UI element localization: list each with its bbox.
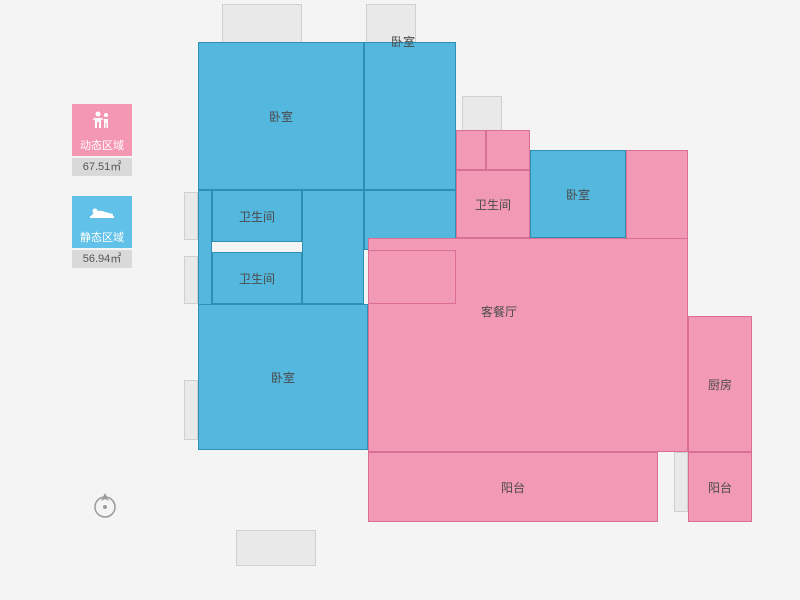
bath-pink-label: 卫生间: [475, 196, 511, 213]
legend-panel: 动态区域 67.51㎡ 静态区域 56.94㎡: [72, 104, 132, 288]
bedroom-top-left: 卧室: [198, 42, 364, 190]
bath-lower: 卫生间: [212, 252, 302, 304]
balcony-small-label: 阳台: [708, 479, 732, 496]
bath-upper-label: 卫生间: [239, 208, 275, 225]
bedroom-bottom-label: 卧室: [271, 369, 295, 386]
corridor: [302, 190, 364, 304]
legend-dynamic-value: 67.51㎡: [72, 158, 132, 176]
balcony-main-label: 阳台: [501, 479, 525, 496]
balcony-small: 阳台: [688, 452, 752, 522]
kitchen-label: 厨房: [708, 376, 732, 393]
bedroom-right: 卧室: [530, 150, 626, 238]
bedroom-top-mid: 卧室: [364, 42, 456, 190]
people-icon: [90, 110, 114, 130]
floor-plan: 卧室卧室卫生间卫生间卧室卧室卫生间客餐厅厨房阳台阳台: [180, 0, 800, 600]
legend-dynamic-icon: [72, 104, 132, 136]
living-left: [368, 250, 456, 304]
rest-icon: [89, 204, 115, 220]
wall-bump: [184, 192, 198, 240]
balcony-main: 阳台: [368, 452, 658, 522]
living-label: 客餐厅: [481, 303, 517, 320]
wall-bump: [462, 96, 502, 132]
wall-bump: [184, 256, 198, 304]
wall-bump: [222, 4, 302, 44]
bath-upper: 卫生间: [212, 190, 302, 242]
legend-static: 静态区域 56.94㎡: [72, 196, 132, 268]
legend-static-label: 静态区域: [72, 228, 132, 248]
bedroom-bottom: 卧室: [198, 304, 368, 450]
bedroom-right-label: 卧室: [566, 186, 590, 203]
legend-dynamic-label: 动态区域: [72, 136, 132, 156]
compass-icon: [90, 490, 120, 520]
legend-static-value: 56.94㎡: [72, 250, 132, 268]
bath-pink: 卫生间: [456, 170, 530, 238]
wall-bump: [236, 530, 316, 566]
legend-static-icon: [72, 196, 132, 228]
notch: [456, 130, 486, 170]
bedroom-top-left-label: 卧室: [269, 108, 293, 125]
bath-lower-label: 卫生间: [239, 270, 275, 287]
wall-bump: [674, 452, 688, 512]
living-upper-strip: [486, 130, 530, 170]
kitchen: 厨房: [688, 316, 752, 452]
wall-bump: [184, 380, 198, 440]
bedroom-top-mid-label: 卧室: [391, 33, 415, 50]
legend-dynamic: 动态区域 67.51㎡: [72, 104, 132, 176]
